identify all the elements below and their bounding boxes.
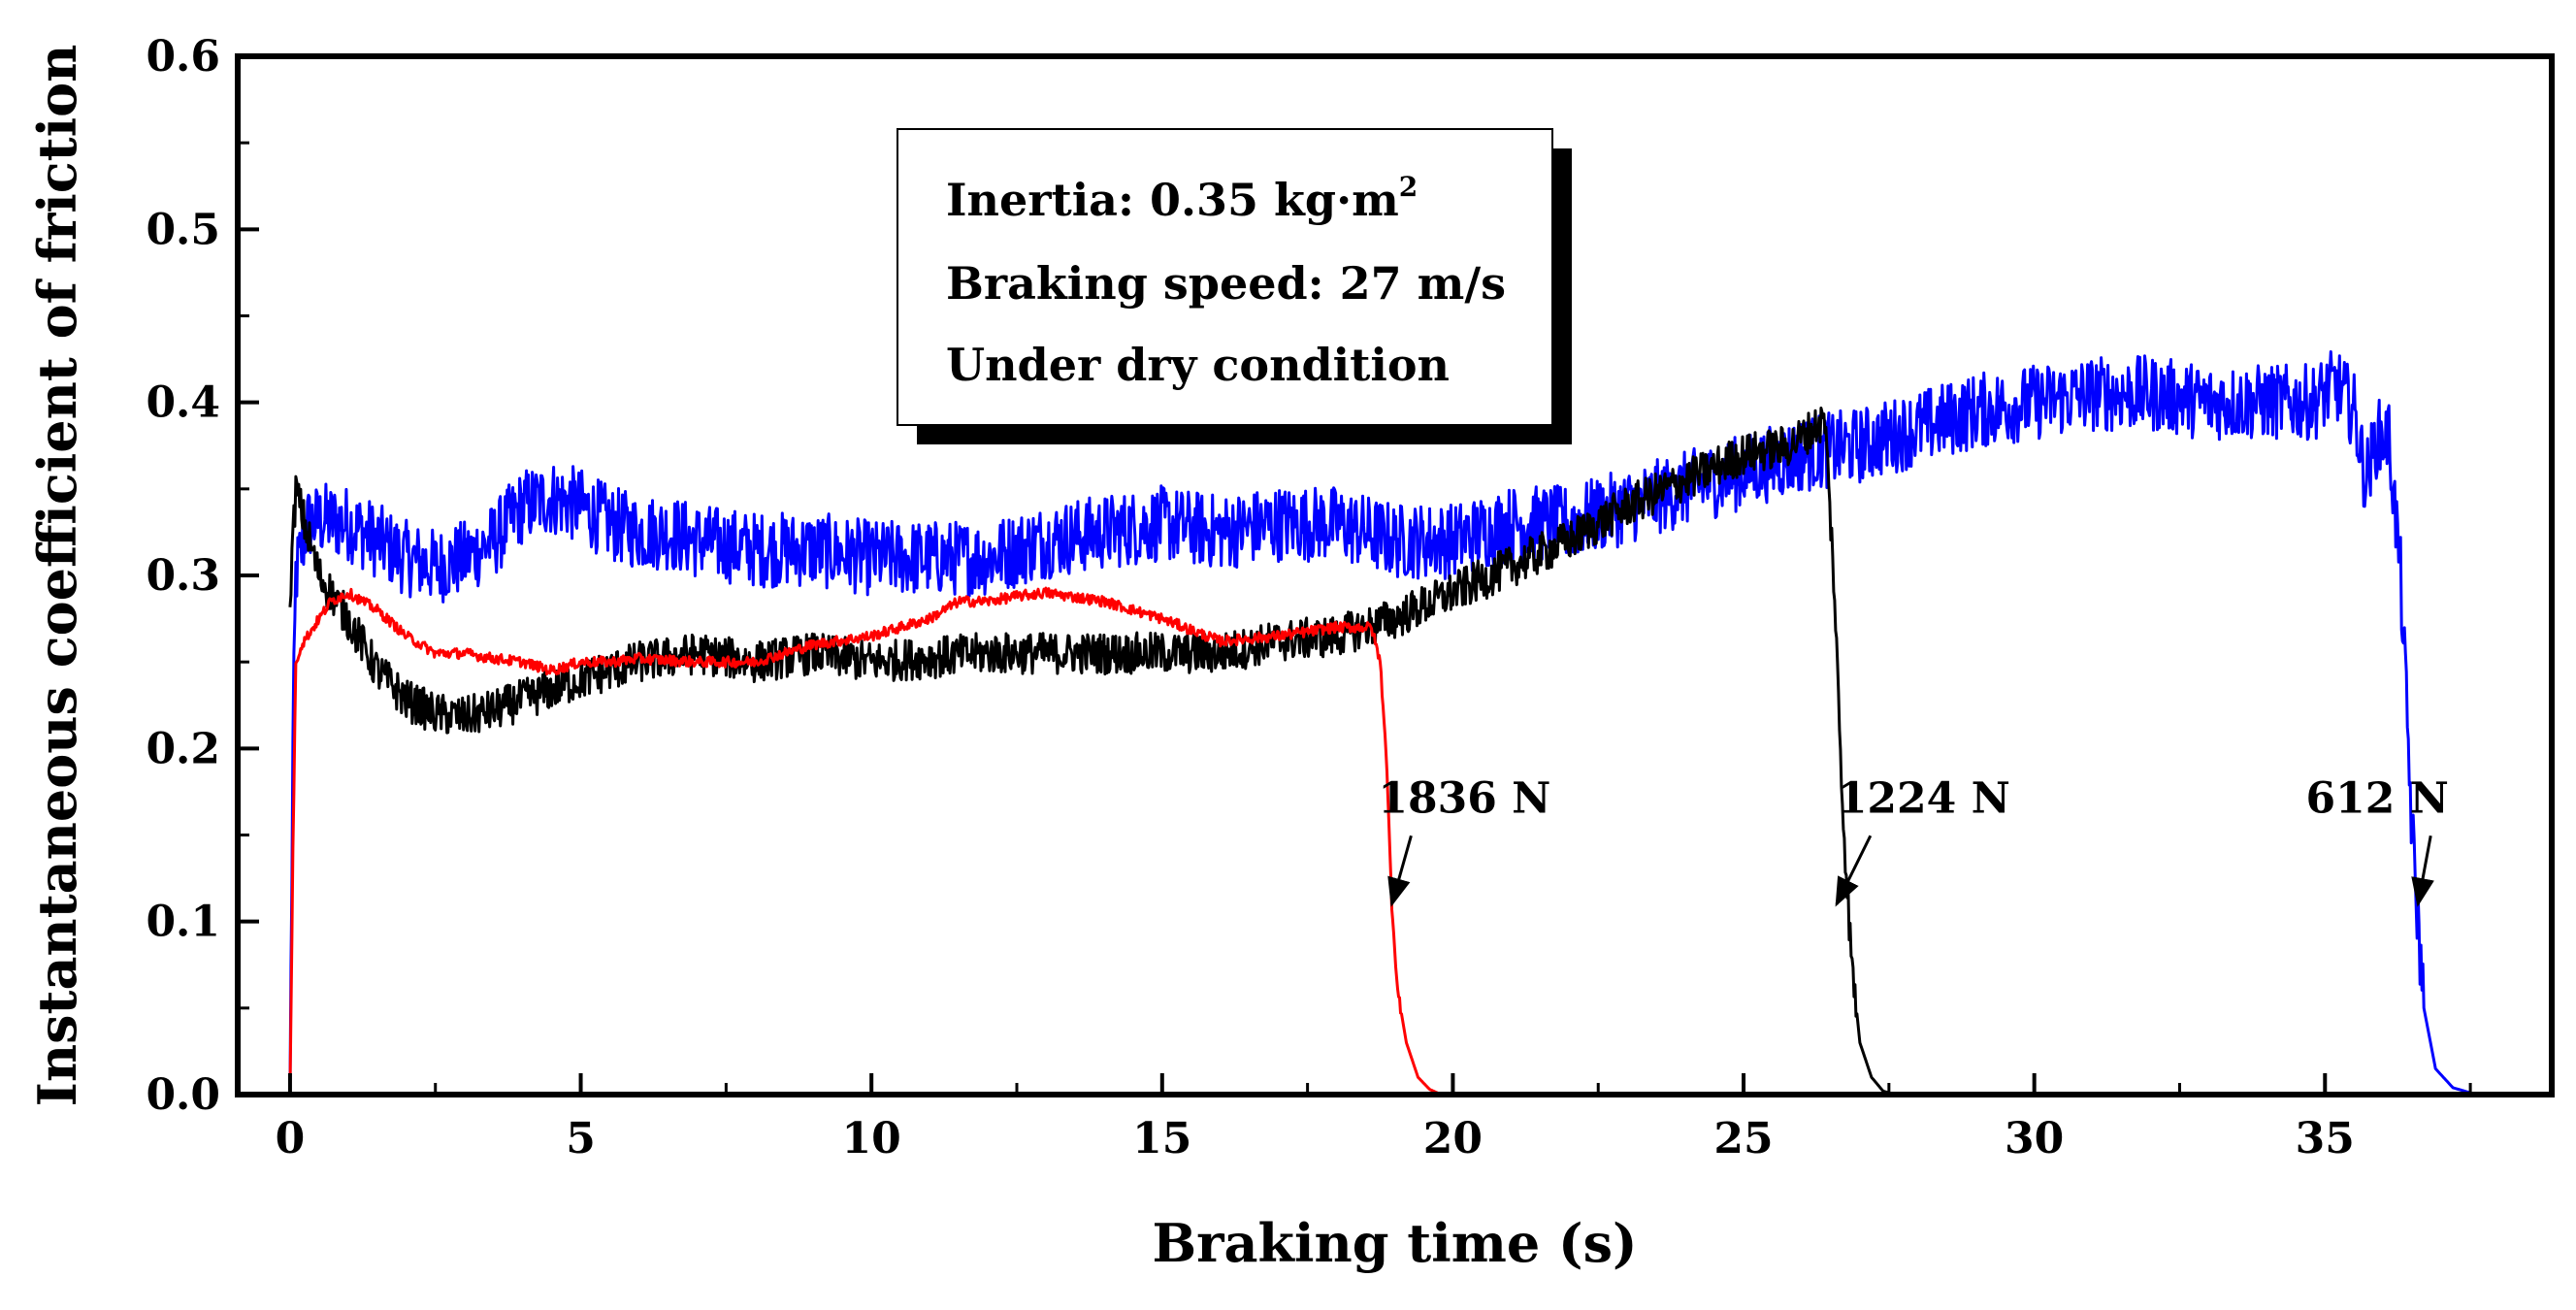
series-line-1224-n bbox=[288, 407, 1896, 1097]
annotations: 1836 N 1224 N 612 N bbox=[1378, 773, 2449, 907]
y-tick-label: 0.0 bbox=[146, 1070, 220, 1120]
tick-layer: 0 5 10 15 20 25 30 35 0.0 0.1 0.2 0.3 0.4 0.5 0.6 bbox=[146, 32, 2472, 1163]
info-condition: Under dry condition bbox=[946, 339, 1450, 391]
y-tick-label: 0.6 bbox=[146, 32, 220, 82]
y-tick-label: 0.1 bbox=[146, 898, 220, 947]
info-inertia: Inertia: 0.35 kg·m2 bbox=[946, 171, 1418, 226]
info-box: Inertia: 0.35 kg·m2 Braking speed: 27 m/… bbox=[897, 128, 1572, 444]
info-braking-speed: Braking speed: 27 m/s bbox=[946, 257, 1506, 310]
x-tick-label: 30 bbox=[2005, 1114, 2064, 1163]
y-tick-label: 0.5 bbox=[146, 205, 220, 254]
plot-frame bbox=[235, 53, 2555, 1097]
y-tick-label: 0.3 bbox=[146, 551, 220, 601]
y-tick-label: 0.4 bbox=[146, 378, 220, 428]
x-tick-label: 10 bbox=[842, 1114, 901, 1163]
annotation-label: 612 N bbox=[2306, 773, 2449, 823]
annotation-label: 1836 N bbox=[1378, 773, 1550, 823]
y-tick-label: 0.2 bbox=[146, 724, 220, 773]
annotation-arrow bbox=[1835, 835, 1873, 907]
x-tick-label: 15 bbox=[1132, 1114, 1191, 1163]
annotation-label: 1224 N bbox=[1838, 773, 2010, 823]
x-tick-label: 0 bbox=[276, 1114, 306, 1163]
annotation-arrow bbox=[1387, 835, 1413, 907]
x-axis-title: Braking time (s) bbox=[1152, 1212, 1637, 1274]
annotation-arrow bbox=[2411, 835, 2434, 907]
x-tick-label: 25 bbox=[1713, 1114, 1773, 1163]
series-layer bbox=[288, 350, 2553, 1097]
info-box-frame bbox=[897, 128, 1553, 426]
x-tick-label: 5 bbox=[566, 1114, 596, 1163]
x-tick-label: 20 bbox=[1423, 1114, 1483, 1163]
y-axis-title: Instantaneous coefficient of friction bbox=[26, 45, 88, 1107]
x-tick-label: 35 bbox=[2296, 1114, 2355, 1163]
series-line-612-n bbox=[288, 350, 2553, 1097]
series-line-1836-n bbox=[288, 586, 1558, 1097]
